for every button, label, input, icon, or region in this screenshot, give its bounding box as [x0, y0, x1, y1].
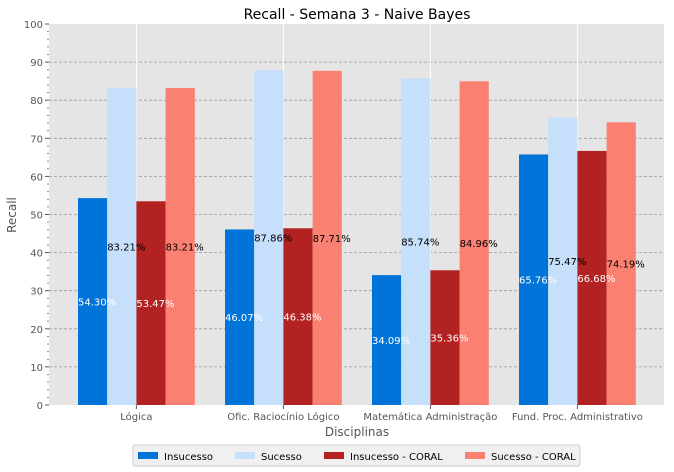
bar	[78, 198, 108, 405]
bar-value-label: 87.71%	[313, 234, 351, 245]
y-tick-label: 30	[30, 287, 43, 298]
y-tick-label: 20	[30, 325, 43, 336]
bar	[283, 228, 313, 405]
bar	[225, 229, 255, 405]
y-tick-label: 0	[37, 401, 43, 412]
bar	[136, 201, 166, 405]
x-tick-label: Fund. Proc. Administrativo	[512, 412, 643, 423]
legend-label: Sucesso	[261, 452, 302, 463]
legend-box	[132, 444, 581, 467]
x-tick-label: Lógica	[120, 411, 152, 423]
legend-swatch	[235, 452, 255, 459]
bar	[107, 87, 137, 405]
bar	[459, 81, 489, 405]
legend-swatch	[324, 452, 344, 459]
bar	[165, 87, 195, 405]
bar-value-label: 87.86%	[254, 234, 292, 245]
chart-title: Recall - Semana 3 - Naive Bayes	[244, 7, 471, 23]
legend-label: Insucesso - CORAL	[350, 452, 443, 463]
bar-value-label: 35.36%	[430, 334, 468, 345]
legend-swatch	[465, 452, 485, 459]
bar-value-label: 34.09%	[372, 336, 410, 347]
bar-value-label: 85.74%	[401, 238, 439, 249]
bar-value-label: 53.47%	[136, 299, 174, 310]
bar	[606, 122, 636, 406]
x-axis-label: Disciplinas	[325, 425, 389, 439]
bar-value-label: 46.38%	[283, 313, 321, 324]
bars-layer	[78, 70, 636, 406]
bar-value-label: 83.21%	[166, 242, 204, 253]
bar	[372, 275, 402, 405]
y-tick-label: 50	[30, 211, 43, 222]
y-tick-label: 100	[24, 20, 43, 31]
y-tick-label: 60	[30, 172, 43, 183]
legend: Insucesso Sucesso Insucesso - CORAL Sucesso…	[132, 444, 581, 467]
bar	[312, 70, 342, 406]
bar-value-label: 46.07%	[225, 313, 263, 324]
bar-value-label: 65.76%	[519, 276, 557, 287]
y-tick-label: 10	[30, 363, 43, 374]
bar-value-label: 54.30%	[78, 298, 116, 309]
bar-value-label: 83.21%	[107, 242, 145, 253]
x-tick-label: Ofic. Raciocínio Lógico	[227, 411, 339, 423]
y-axis-label: Recall	[5, 197, 19, 233]
bar-value-label: 66.68%	[577, 274, 615, 285]
bar	[548, 117, 578, 406]
data-labels-layer: 54.30% 46.07% 34.09% 65.76% 83.21% 87.86% 85.7…	[78, 234, 645, 347]
bar	[401, 78, 431, 405]
y-tick-label: 90	[30, 58, 43, 69]
bar	[577, 150, 607, 405]
legend-swatch	[138, 452, 158, 459]
x-tick-label: Matemática Administração	[363, 411, 497, 423]
bar	[254, 70, 284, 405]
x-axis: Lógica Ofic. Raciocínio Lógico Matemática …	[120, 405, 643, 423]
y-tick-label: 80	[30, 96, 43, 107]
y-tick-label: 40	[30, 249, 43, 260]
bar	[430, 270, 460, 405]
legend-label: Sucesso - CORAL	[491, 452, 576, 463]
bar-value-label: 84.96%	[460, 239, 498, 250]
bar-value-label: 75.47%	[548, 257, 586, 268]
y-tick-label: 70	[30, 134, 43, 145]
bar	[519, 154, 549, 405]
legend-label: Insucesso	[164, 452, 213, 463]
bar-value-label: 74.19%	[607, 260, 645, 271]
y-axis: 0 10 20 30 40 50 60 70 80 90 100	[24, 20, 49, 412]
